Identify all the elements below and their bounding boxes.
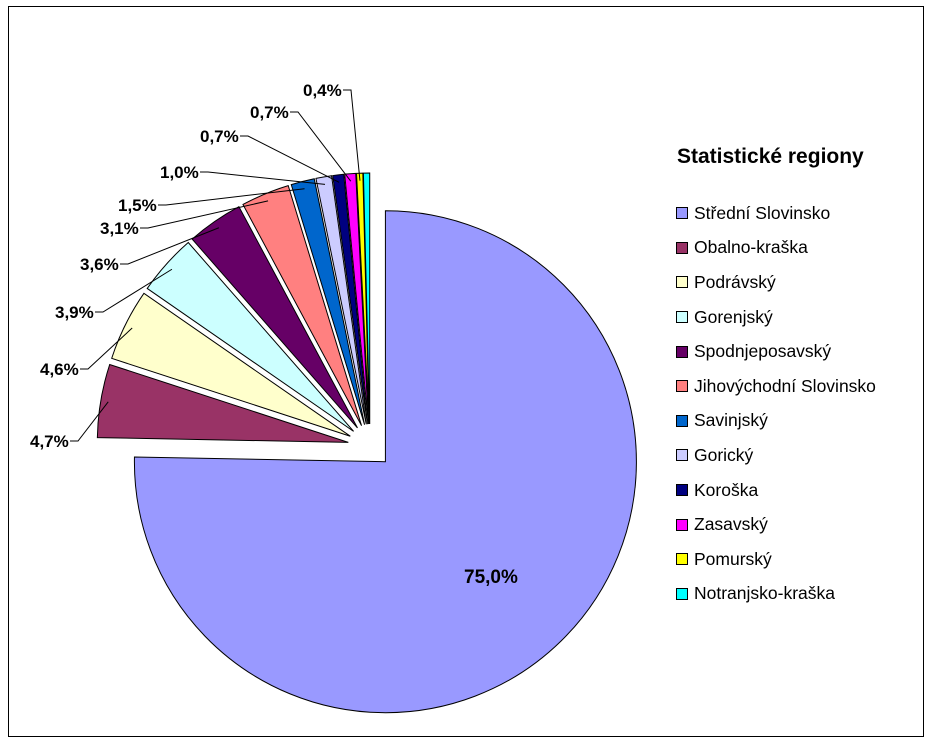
leader-line — [290, 111, 352, 182]
legend-swatch — [676, 484, 688, 497]
data-label: 0,7% — [250, 103, 289, 122]
legend-label: Podrávský — [694, 271, 776, 292]
legend-item: Podrávský — [676, 265, 876, 300]
data-label: 4,7% — [30, 432, 69, 451]
pie-slice — [290, 178, 366, 425]
leader-line — [80, 327, 133, 370]
legend-swatch — [676, 518, 688, 531]
pie-slice — [362, 172, 371, 425]
legend-label: Gorický — [694, 444, 754, 465]
legend-item: Zasavský — [676, 507, 876, 542]
pie-slice — [191, 206, 358, 429]
data-label: 0,7% — [200, 127, 239, 146]
legend-item: Gorenjský — [676, 300, 876, 335]
legend-swatch — [676, 449, 688, 462]
legend-label: Savinjský — [694, 410, 768, 431]
legend-label: Jihovýchodní Slovinsko — [694, 375, 876, 396]
legend-item: Savinjský — [676, 404, 876, 439]
legend-swatch — [676, 414, 688, 427]
leader-lines — [70, 89, 361, 442]
data-label: 1,0% — [160, 163, 199, 182]
data-label: 4,6% — [40, 360, 79, 379]
legend-item: Spodnjeposavský — [676, 334, 876, 369]
legend-label: Pomurský — [694, 548, 772, 569]
pie-slice — [332, 173, 368, 425]
legend-swatch — [676, 241, 688, 254]
data-label: 0,4% — [303, 81, 342, 100]
legend-swatch — [676, 207, 688, 220]
legend-item: Pomurský — [676, 542, 876, 577]
data-label: 3,9% — [55, 303, 94, 322]
legend-item: Jihovýchodní Slovinsko — [676, 369, 876, 404]
leader-line — [343, 89, 361, 181]
pie-slice — [344, 172, 369, 425]
pie-slices — [96, 172, 637, 714]
pie-slice — [96, 363, 349, 443]
legend-item: Gorický — [676, 438, 876, 473]
legend-label: Koroška — [694, 479, 759, 500]
legend-item: Koroška — [676, 473, 876, 508]
leader-line — [158, 188, 305, 206]
data-label: 3,1% — [100, 219, 139, 238]
legend-label: Gorenjský — [694, 306, 773, 327]
legend-swatch — [676, 587, 688, 600]
leader-line — [120, 227, 220, 265]
legend-item: Obalno-kraška — [676, 231, 876, 266]
data-label: 3,6% — [80, 255, 119, 274]
leader-line — [95, 268, 173, 313]
legend-label: Spodnjeposavský — [694, 341, 832, 362]
legend-swatch — [676, 311, 688, 324]
legend-item: Notranjsko-kraška — [676, 577, 876, 612]
pie-slice — [242, 185, 363, 426]
pie-slice — [146, 241, 354, 432]
data-label: 75,0% — [464, 567, 518, 588]
legend-item: Střední Slovinsko — [676, 196, 876, 231]
leader-line — [240, 135, 340, 183]
data-label: 1,5% — [118, 196, 157, 215]
legend-label: Obalno-kraška — [694, 237, 808, 258]
legend-swatch — [676, 276, 688, 289]
legend-label: Notranjsko-kraška — [694, 583, 836, 604]
leader-line — [70, 401, 109, 442]
pie-slice — [111, 292, 351, 437]
legend-swatch — [676, 553, 688, 566]
leader-line — [140, 200, 269, 229]
legend: Střední Slovinsko Obalno-kraška Podrávský G… — [676, 196, 876, 611]
leader-line — [200, 171, 326, 185]
legend-label: Střední Slovinsko — [694, 202, 831, 223]
legend-label: Zasavský — [694, 514, 768, 535]
pie-slice — [133, 210, 637, 714]
legend-swatch — [676, 380, 688, 393]
pie-slice — [315, 175, 367, 425]
data-labels: 75,0%4,7%4,6%3,9%3,6%3,1%1,5%1,0%0,7%0,7… — [30, 81, 518, 588]
legend-swatch — [676, 345, 688, 358]
legend-title: Statistické regiony — [677, 145, 864, 168]
